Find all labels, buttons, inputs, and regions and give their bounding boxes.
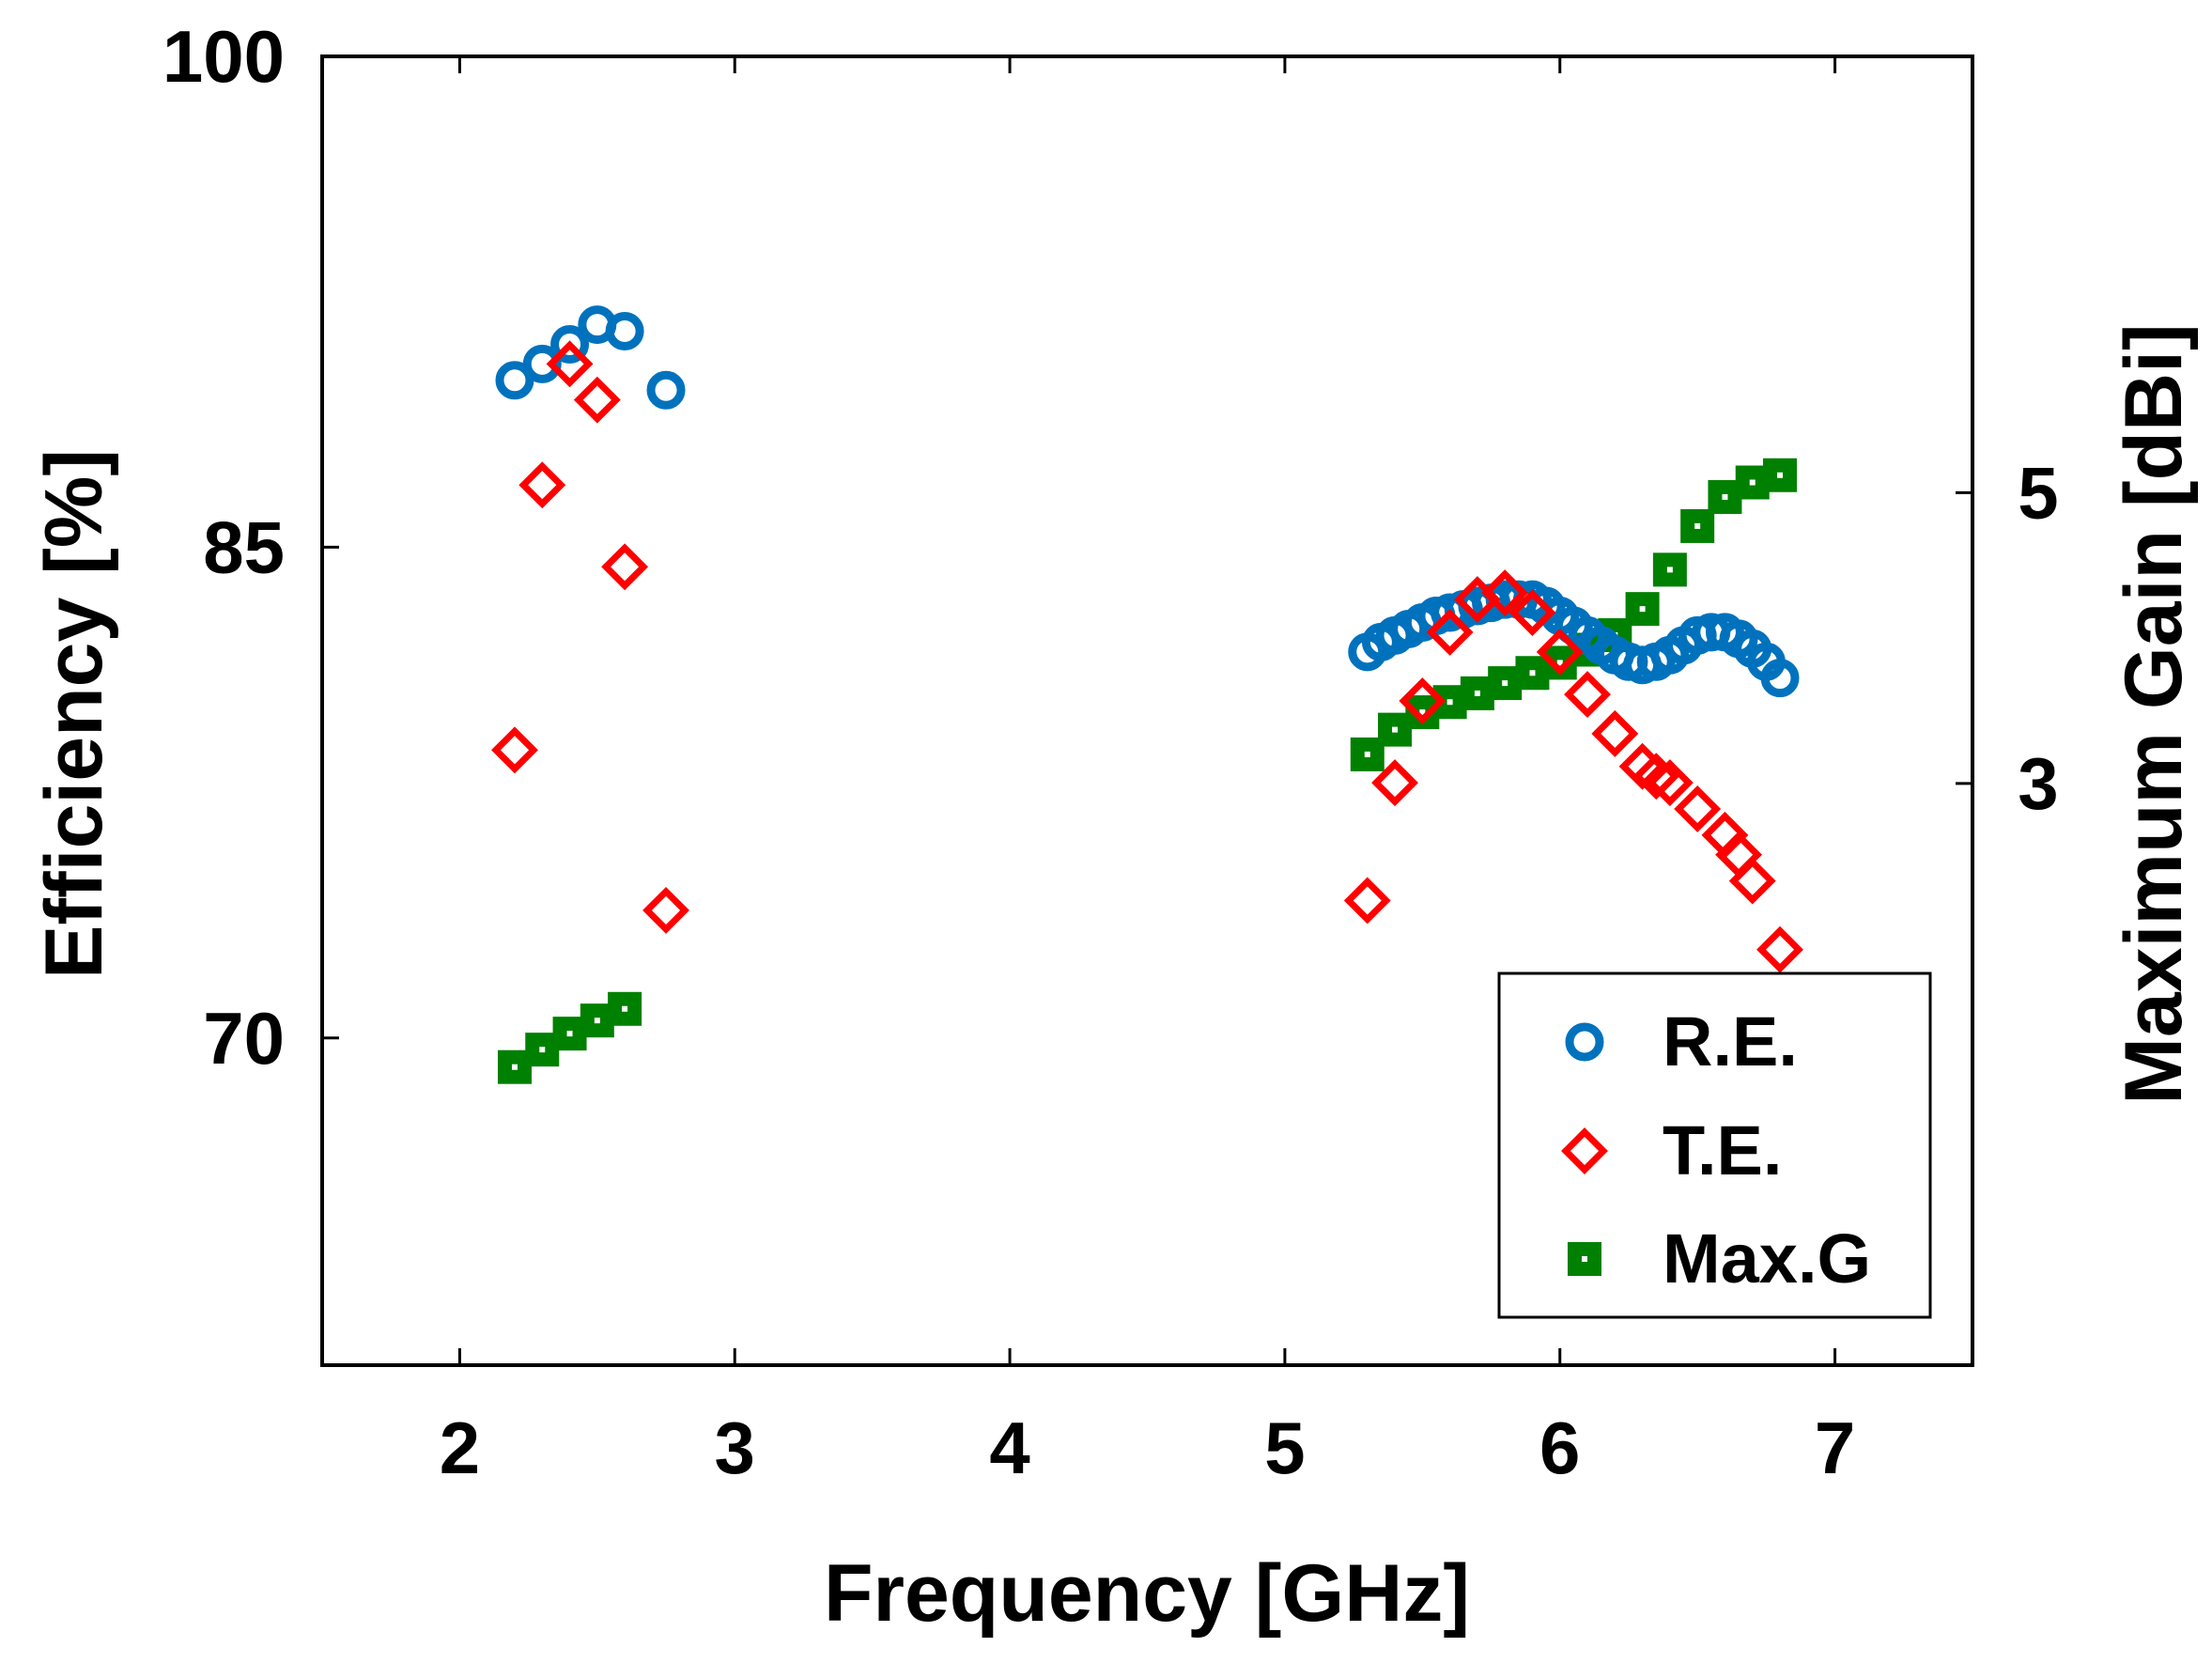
x-tick-label: 2 [440, 1407, 480, 1489]
data-point [601, 543, 649, 591]
data-point-center [1392, 726, 1399, 733]
x-tick-label: 7 [1815, 1407, 1855, 1489]
data-point-center [1777, 472, 1784, 478]
data-point-center [1556, 660, 1563, 666]
data-point [546, 340, 594, 388]
x-axis-title: Frequency [GHz] [824, 1548, 1470, 1639]
data-point [1591, 709, 1639, 757]
legend-label-te: T.E. [1663, 1111, 1782, 1189]
left-tick-label: 85 [203, 505, 285, 588]
legend-marker-diamond [1561, 1127, 1608, 1174]
data-point [1674, 785, 1722, 832]
data-point [642, 886, 689, 934]
data-point-center [622, 1005, 628, 1012]
data-point [1481, 569, 1529, 617]
data-marks [491, 305, 1803, 1084]
data-point-center [594, 1018, 600, 1024]
data-point [522, 344, 562, 383]
left-tick-label: 100 [162, 15, 285, 98]
data-point [1756, 925, 1803, 973]
series-diamond [491, 340, 1803, 973]
data-point-center [1529, 670, 1536, 676]
legend-label-re: R.E. [1663, 1002, 1798, 1080]
data-point [1371, 759, 1418, 807]
data-point-center [1474, 690, 1480, 696]
axis-ticks [322, 54, 1972, 1365]
left-axis-title: Efficiency [%] [29, 449, 119, 979]
data-point-center [1502, 680, 1508, 687]
legend-label-maxg: Max.G [1663, 1220, 1871, 1298]
right-axis-title: Maximum Gain [dBi] [2109, 323, 2199, 1104]
data-point [1536, 628, 1584, 676]
data-point [1632, 753, 1680, 800]
data-point-center [1446, 699, 1453, 706]
axis-tick-labels: 2 3 4 5 6 7 70 85 100 3 5 [162, 15, 2059, 1489]
x-tick-label: 3 [715, 1407, 755, 1489]
data-point-center [1722, 493, 1728, 500]
x-tick-label: 5 [1264, 1407, 1305, 1489]
x-tick-label: 6 [1539, 1407, 1580, 1489]
legend-markers [1561, 1022, 1608, 1276]
data-point [1399, 677, 1446, 725]
data-point-center [566, 1031, 573, 1037]
data-point-center [1364, 751, 1370, 757]
data-point [491, 726, 538, 774]
legend: R.E. T.E. Max.G [1497, 971, 1932, 1319]
right-tick-label: 3 [2018, 742, 2058, 825]
data-point [1508, 589, 1556, 636]
left-tick-label: 70 [203, 997, 285, 1080]
data-point-center [1749, 479, 1756, 486]
data-point-center [1694, 522, 1701, 529]
data-point [495, 361, 534, 400]
data-point-center [539, 1047, 546, 1053]
data-point [550, 324, 590, 364]
data-point [1426, 608, 1474, 656]
data-point [1646, 759, 1694, 807]
data-point-center [1419, 709, 1426, 716]
right-tick-label: 5 [2018, 451, 2058, 534]
legend-marker-circle [1565, 1022, 1604, 1062]
data-point-center [1639, 606, 1646, 613]
data-point [1760, 659, 1800, 698]
x-tick-label: 4 [989, 1407, 1029, 1489]
data-point [518, 461, 566, 509]
legend-marker-square-center [1582, 1256, 1587, 1262]
data-point [1343, 877, 1391, 925]
plot-area: 2 3 4 5 6 7 70 85 100 3 5 [162, 15, 2059, 1489]
data-point [573, 376, 621, 424]
data-point [1564, 671, 1611, 719]
data-point-center [511, 1064, 518, 1070]
data-point [1728, 857, 1776, 905]
data-point-center [1666, 567, 1673, 573]
data-point [646, 370, 686, 410]
data-point [605, 312, 644, 351]
